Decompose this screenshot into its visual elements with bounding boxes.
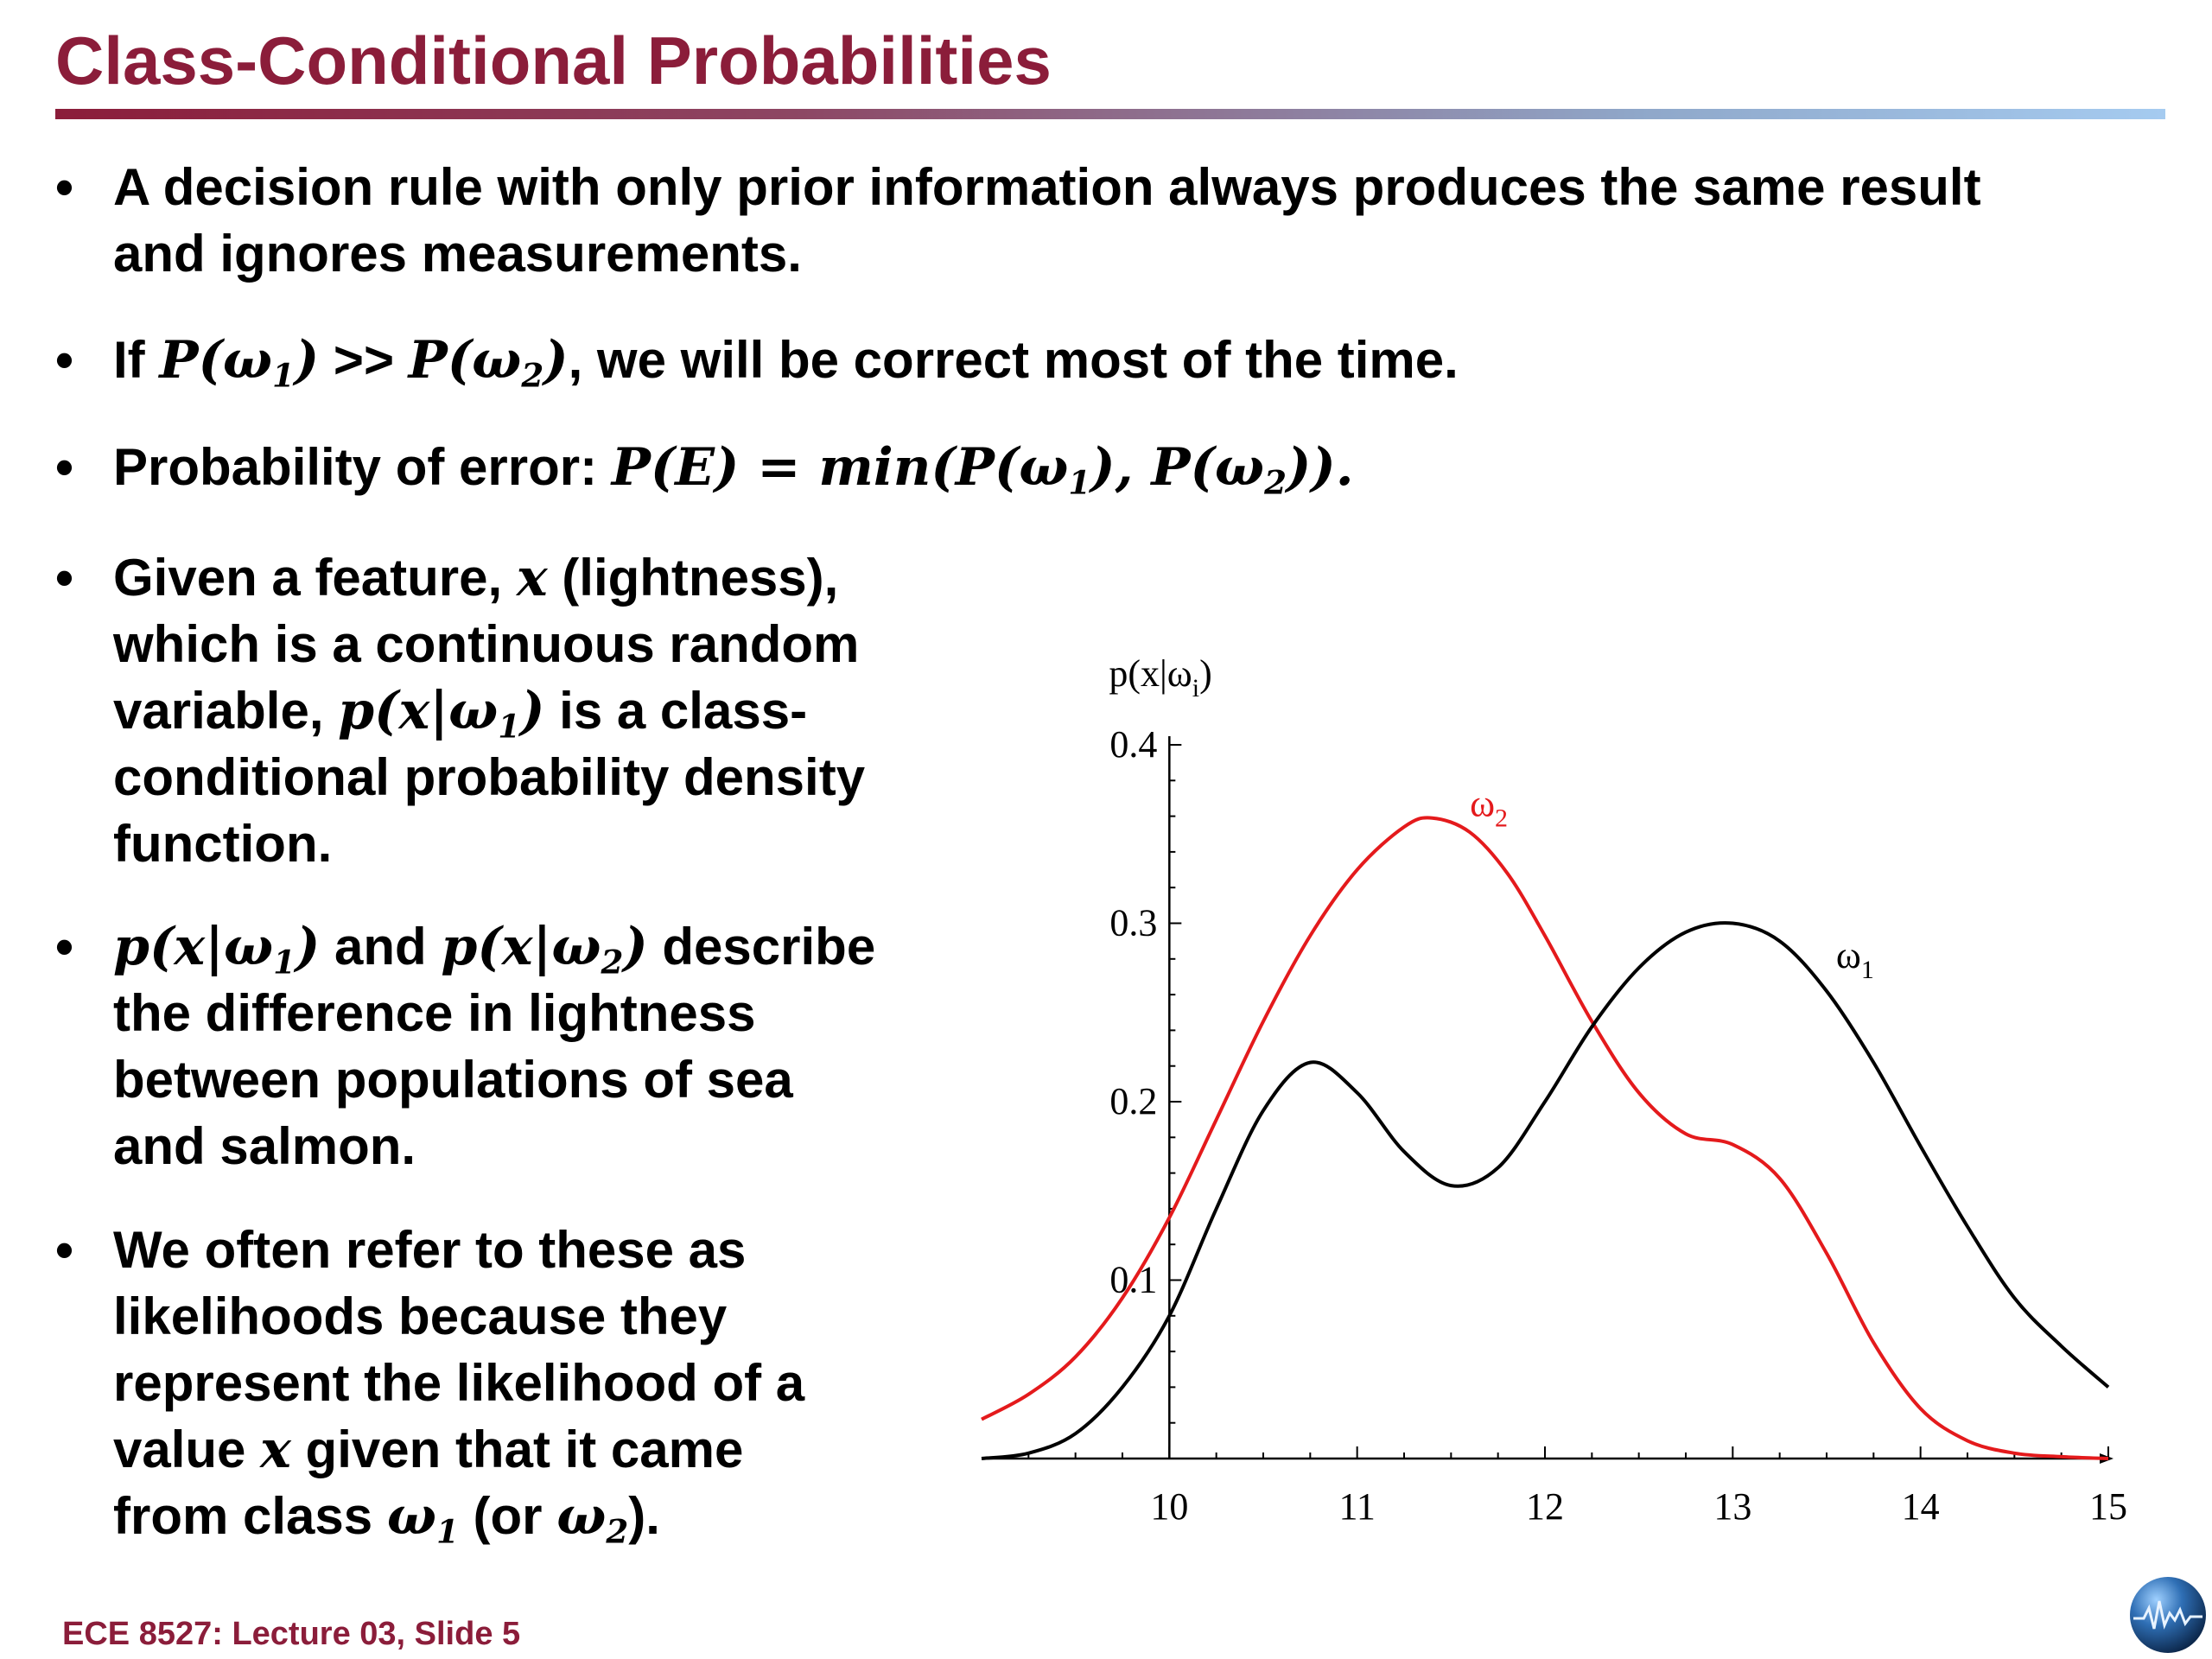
bullet-text-line: A decision rule with only prior informat… [113, 158, 1981, 216]
x-tick-label: 14 [1902, 1485, 1940, 1528]
x-tick-label: 10 [1150, 1485, 1188, 1528]
math-term: P(E) = min(P(ω1), P(ω2)). [611, 437, 1354, 502]
text-run: Probability of error: [113, 438, 612, 496]
bullet-marker: • [55, 918, 74, 976]
x-tick-label: 11 [1338, 1485, 1375, 1528]
curve-omega-2 [981, 816, 2109, 1460]
text-run: , we will be correct most of the time. [568, 331, 1459, 389]
bullet-text-line: variable, p(x|ω1) is a class- [113, 681, 808, 746]
bullet-text-line: which is a continuous random [113, 615, 860, 673]
x-tick-label: 15 [2089, 1485, 2127, 1528]
math-term: p(x|ω1) [113, 917, 321, 982]
bullet-text-line: and ignores measurements. [113, 225, 802, 283]
series-label-omega-2: ω2 [1470, 783, 1508, 833]
math-term: x [260, 1420, 291, 1480]
bullet-text-line: represent the likelihood of a [113, 1354, 805, 1412]
bullet-marker: • [55, 549, 74, 607]
slide-footer: ECE 8527: Lecture 03, Slide 5 [62, 1616, 521, 1652]
y-tick-label: 0.3 [1109, 902, 1157, 944]
bullet-marker: • [55, 331, 74, 389]
bullet-text-line: value x given that it came [113, 1420, 744, 1480]
bullet-marker: • [55, 438, 74, 496]
x-tick-label: 12 [1526, 1485, 1564, 1528]
math-term: p(x|ω1) [338, 681, 545, 746]
bullet-text-line: Probability of error: P(E) = min(P(ω1), … [113, 434, 1354, 516]
series-label-omega-1: ω1 [1836, 934, 1874, 984]
bullet-marker: • [55, 1221, 74, 1279]
bullet-text-line: the difference in lightness [113, 984, 756, 1042]
math-term: P(ω2) [408, 330, 569, 395]
x-tick-label: 13 [1713, 1485, 1751, 1528]
math-term: x [516, 548, 548, 608]
math-term: P(ω1) [159, 330, 320, 395]
y-tick-label: 0.2 [1109, 1080, 1157, 1122]
bullet-text-line: If P(ω1) >> P(ω2), we will be correct mo… [113, 327, 1459, 409]
y-axis-label: p(x|ωi) [1109, 652, 1211, 702]
chart-ticks: 10 11 12 13 14 150.10.20.30.4 [1027, 723, 2127, 1528]
math-term: ω1 [386, 1486, 459, 1551]
y-tick-label: 0.4 [1109, 723, 1157, 766]
chart-labels: p(x|ωi) ω2 ω1 [1109, 652, 1874, 984]
text-run: If [113, 331, 160, 389]
text-run: >> [319, 331, 409, 389]
math-term: p(x|ω2) [441, 917, 648, 982]
slide-title: Class-Conditional Probabilities [55, 22, 1052, 99]
bullet-marker: • [55, 158, 74, 216]
globe-logo [2130, 1577, 2206, 1653]
bullet-text-line: We often refer to these as [113, 1221, 747, 1279]
chart-curves [981, 816, 2110, 1460]
bullet-text-line: between populations of sea [113, 1051, 793, 1109]
math-term: ω2 [556, 1486, 629, 1551]
curve-omega-1 [981, 921, 2110, 1460]
bullet-text-line: p(x|ω1) and p(x|ω2) describe [113, 917, 876, 982]
bullet-text-line: and salmon. [113, 1117, 416, 1175]
bullet-text-line: Given a feature, x (lightness), [113, 548, 839, 608]
bullet-text-line: function. [113, 815, 333, 873]
bullet-text-line: conditional probability density [113, 748, 866, 806]
bullet-text-line: from class ω1 (or ω2). [113, 1486, 660, 1551]
bullet-text-line: likelihoods because they [113, 1287, 728, 1345]
title-divider [55, 109, 2165, 119]
